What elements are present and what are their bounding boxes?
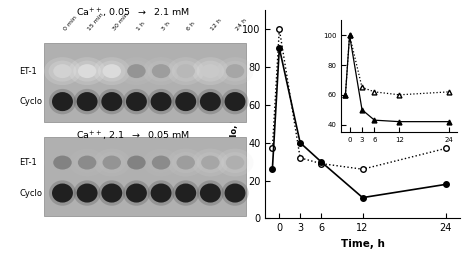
Ellipse shape (123, 180, 150, 206)
Ellipse shape (73, 89, 100, 114)
Text: Ca$^{++}$, 0.05  $\rightarrow$  2.1 mM: Ca$^{++}$, 0.05 $\rightarrow$ 2.1 mM (76, 6, 190, 20)
Ellipse shape (226, 155, 244, 170)
Bar (44, 43, 246, 122)
Ellipse shape (197, 180, 224, 206)
Ellipse shape (52, 92, 73, 111)
Ellipse shape (201, 64, 219, 78)
Ellipse shape (126, 183, 147, 203)
Ellipse shape (147, 61, 175, 82)
Ellipse shape (152, 64, 170, 78)
Text: Cyclo: Cyclo (19, 188, 42, 198)
Ellipse shape (226, 64, 244, 78)
Ellipse shape (52, 183, 73, 203)
Ellipse shape (102, 155, 121, 170)
Ellipse shape (167, 149, 204, 177)
Ellipse shape (172, 61, 200, 82)
Ellipse shape (201, 155, 219, 170)
Ellipse shape (73, 152, 101, 173)
Ellipse shape (127, 64, 146, 78)
Text: 12 h: 12 h (210, 18, 223, 32)
Ellipse shape (151, 92, 172, 111)
Ellipse shape (143, 149, 180, 177)
Ellipse shape (192, 57, 229, 85)
Text: 6 h: 6 h (186, 21, 196, 32)
Ellipse shape (225, 183, 246, 203)
Ellipse shape (221, 152, 249, 173)
Ellipse shape (44, 149, 81, 177)
Ellipse shape (197, 89, 224, 114)
Ellipse shape (200, 92, 221, 111)
Text: ET-1: ET-1 (19, 67, 37, 76)
Ellipse shape (197, 152, 224, 173)
Ellipse shape (221, 61, 249, 82)
Ellipse shape (53, 155, 72, 170)
Bar (44, 137, 246, 216)
Ellipse shape (49, 89, 76, 114)
Ellipse shape (73, 180, 100, 206)
Text: 30 min: 30 min (112, 12, 129, 32)
X-axis label: Time, h: Time, h (341, 239, 384, 249)
Ellipse shape (200, 183, 221, 203)
Ellipse shape (69, 57, 106, 85)
Ellipse shape (152, 155, 170, 170)
Ellipse shape (217, 149, 254, 177)
Ellipse shape (73, 61, 101, 82)
Ellipse shape (118, 57, 155, 85)
Text: 15 min: 15 min (87, 12, 105, 32)
Y-axis label: ET-1/Cyclo, % of Maximum: ET-1/Cyclo, % of Maximum (230, 53, 239, 176)
Ellipse shape (53, 64, 72, 78)
Text: 0 min: 0 min (63, 15, 78, 32)
Ellipse shape (221, 89, 248, 114)
Ellipse shape (123, 89, 150, 114)
Ellipse shape (101, 183, 122, 203)
Ellipse shape (49, 61, 76, 82)
Ellipse shape (172, 180, 199, 206)
Ellipse shape (192, 149, 229, 177)
Ellipse shape (126, 92, 147, 111)
Ellipse shape (44, 57, 81, 85)
Text: 3 h: 3 h (161, 21, 171, 32)
Ellipse shape (172, 152, 200, 173)
Ellipse shape (118, 149, 155, 177)
Ellipse shape (98, 152, 126, 173)
Ellipse shape (93, 149, 130, 177)
Ellipse shape (49, 180, 76, 206)
Ellipse shape (176, 64, 195, 78)
Ellipse shape (143, 57, 180, 85)
Ellipse shape (151, 183, 172, 203)
Ellipse shape (172, 89, 199, 114)
Ellipse shape (147, 89, 174, 114)
Ellipse shape (175, 92, 196, 111)
Ellipse shape (78, 64, 96, 78)
Text: Cyclo: Cyclo (19, 97, 42, 106)
Ellipse shape (147, 180, 174, 206)
Ellipse shape (93, 57, 130, 85)
Ellipse shape (102, 64, 121, 78)
Ellipse shape (167, 57, 204, 85)
Ellipse shape (123, 152, 150, 173)
Ellipse shape (225, 92, 246, 111)
Ellipse shape (77, 92, 98, 111)
Text: 1 h: 1 h (137, 21, 146, 32)
Ellipse shape (221, 180, 248, 206)
Ellipse shape (49, 152, 76, 173)
Ellipse shape (175, 183, 196, 203)
Ellipse shape (98, 180, 125, 206)
Ellipse shape (176, 155, 195, 170)
Ellipse shape (127, 155, 146, 170)
Ellipse shape (77, 183, 98, 203)
Ellipse shape (147, 152, 175, 173)
Ellipse shape (78, 155, 96, 170)
Ellipse shape (98, 61, 126, 82)
Text: ET-1: ET-1 (19, 158, 37, 167)
Ellipse shape (101, 92, 122, 111)
Ellipse shape (197, 61, 224, 82)
Ellipse shape (217, 57, 254, 85)
Ellipse shape (69, 149, 106, 177)
Text: 24 h: 24 h (235, 18, 248, 32)
Ellipse shape (98, 89, 125, 114)
Text: Ca$^{++}$, 2.1  $\rightarrow$  0.05 mM: Ca$^{++}$, 2.1 $\rightarrow$ 0.05 mM (76, 130, 190, 143)
Ellipse shape (123, 61, 150, 82)
